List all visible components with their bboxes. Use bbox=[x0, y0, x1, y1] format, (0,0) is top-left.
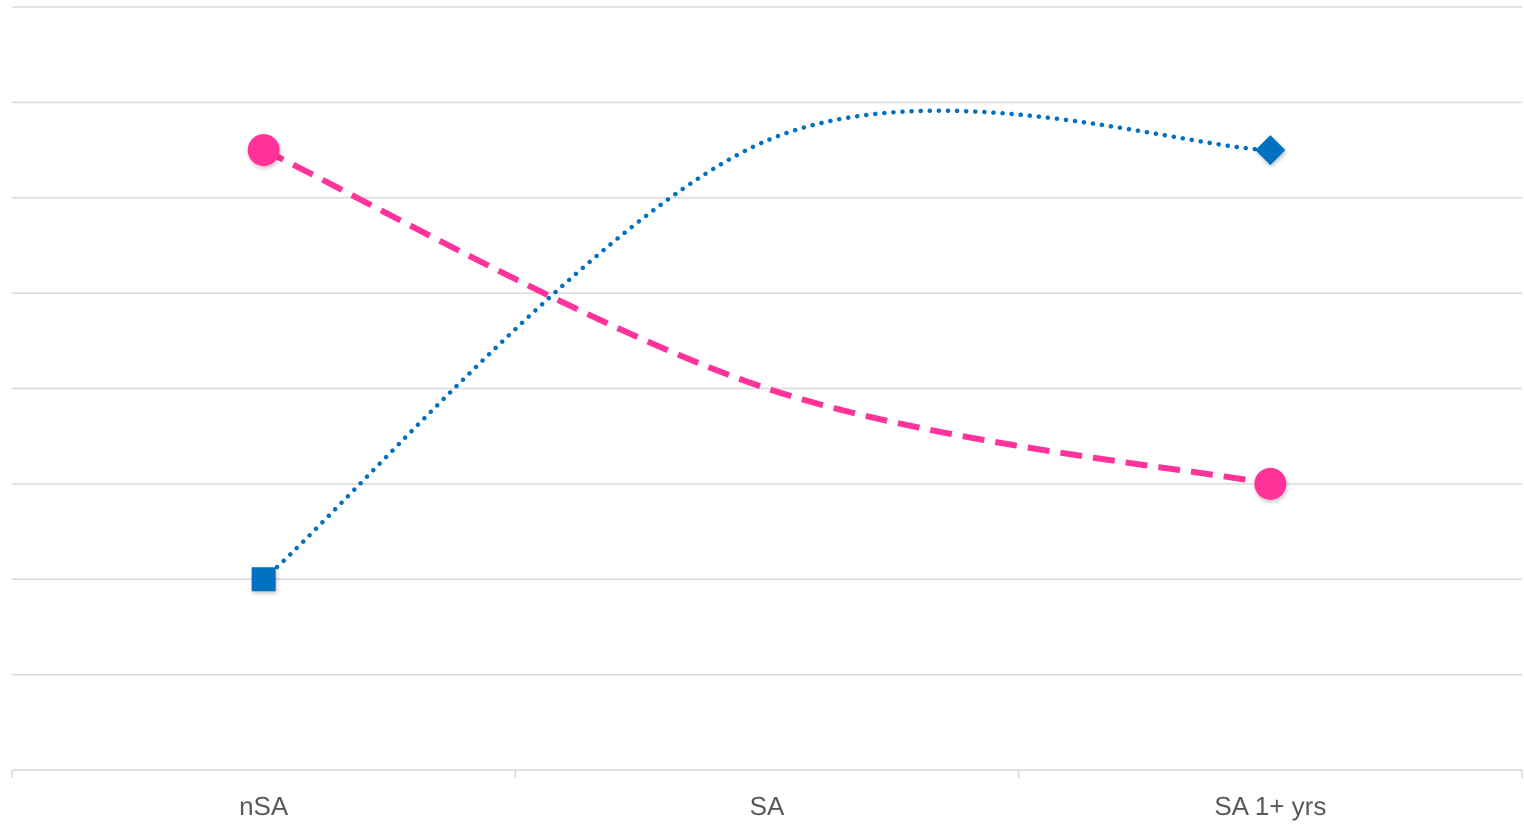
x-axis bbox=[11, 769, 1523, 778]
x-tick-label: SA 1+ yrs bbox=[1214, 791, 1326, 821]
gridlines bbox=[12, 6, 1522, 676]
series-1-point bbox=[247, 134, 280, 167]
series-2-point bbox=[251, 567, 276, 592]
series-1-line bbox=[262, 147, 1271, 487]
series-1-point bbox=[1254, 467, 1287, 500]
series-2-point bbox=[1255, 135, 1286, 166]
x-tick-label: nSA bbox=[239, 791, 289, 821]
x-tick-labels: nSA SA SA 1+ yrs bbox=[239, 791, 1326, 821]
x-tick-label: SA bbox=[750, 791, 785, 821]
series-group bbox=[247, 108, 1287, 592]
series-2-line bbox=[261, 108, 1273, 582]
